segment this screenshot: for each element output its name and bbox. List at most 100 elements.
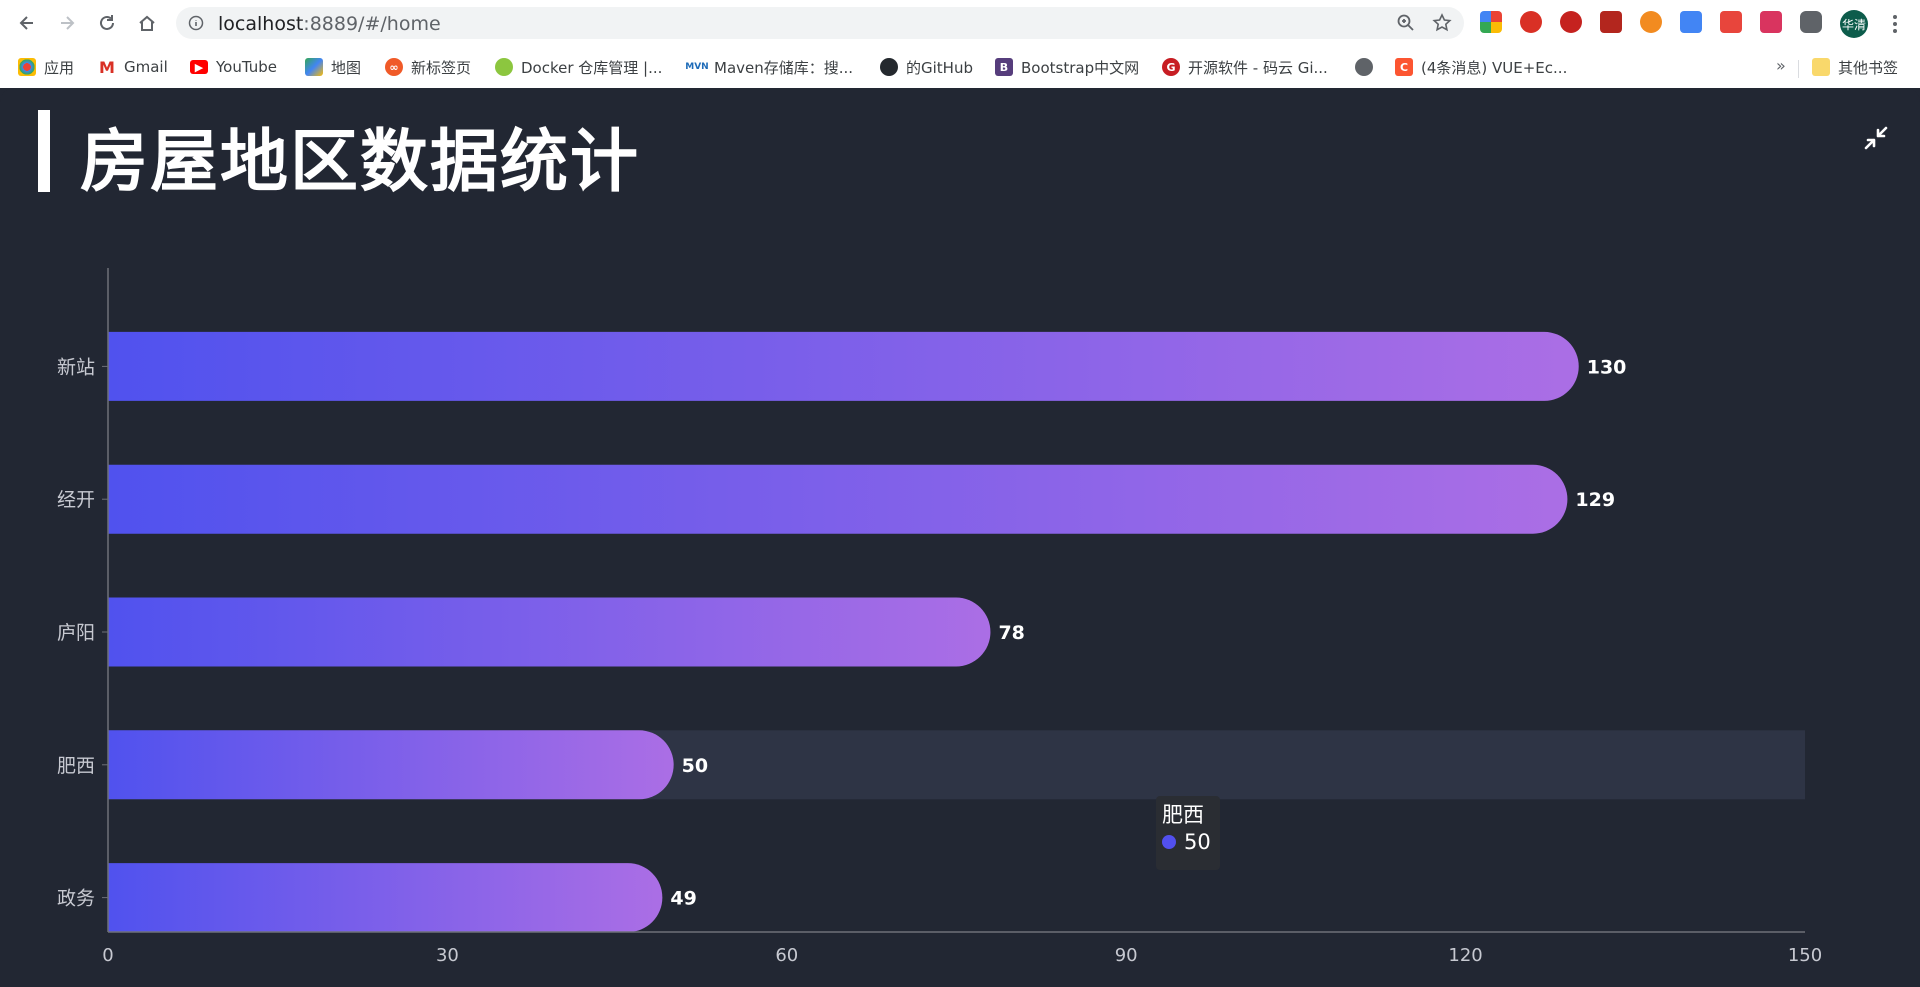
data-label: 130 [1587, 356, 1627, 378]
bar-经开[interactable] [108, 464, 1568, 534]
apps-grid-icon [18, 58, 36, 76]
browser-toolbar: localhost:8889/#/home 华清 [0, 0, 1920, 46]
more-bookmarks-button[interactable]: » [1776, 56, 1786, 75]
bookmark-bootstrap[interactable]: B Bootstrap中文网 [995, 56, 1139, 78]
maven-icon: MVN [685, 58, 709, 76]
arrow-right-icon [61, 16, 75, 30]
data-label: 50 [682, 755, 708, 777]
bookmark-maven[interactable]: MVN Maven存储库：搜... [685, 56, 854, 78]
category-label: 庐阳 [57, 622, 95, 644]
github-icon [880, 58, 898, 76]
bookmark-label: 新标签页 [411, 58, 472, 77]
bookmark-new-tab[interactable]: ∞ 新标签页 [385, 56, 471, 78]
x-tick-label: 60 [775, 945, 798, 966]
bookmark-github[interactable]: 的GitHub [880, 56, 973, 78]
tooltip-series-marker [1162, 835, 1176, 849]
bar-政务[interactable] [108, 863, 663, 933]
x-tick-label: 120 [1448, 945, 1482, 966]
page-title: 房屋地区数据统计 [80, 123, 641, 202]
bar-chart: 130 新站 129 经开 78 庐阳 50 肥西 49 政务 0 30 60 90 120 150 [57, 268, 1822, 966]
exit-fullscreen-icon[interactable] [1862, 124, 1890, 152]
profile-avatar[interactable]: 华清 [1840, 10, 1868, 38]
browser-chrome: localhost:8889/#/home 华清 应用 M Gmail ▶ YouT… [0, 0, 1920, 88]
bookmark-label: 开源软件 - 码云 Gi... [1188, 58, 1328, 77]
url-text[interactable]: localhost:8889/#/home [218, 13, 441, 35]
bookmark-label: Maven存储库：搜... [714, 58, 854, 77]
home-button[interactable] [132, 8, 162, 38]
bookmarks-divider [1798, 60, 1799, 78]
bookmark-label: (4条消息) VUE+Ec... [1421, 58, 1568, 77]
gmail-icon: M [98, 57, 116, 77]
bookmark-label: 应用 [44, 58, 75, 77]
bookmark-label: YouTube [216, 58, 277, 76]
bookmark-youtube[interactable]: ▶ YouTube [190, 56, 277, 78]
docker-icon [495, 58, 513, 76]
extension-infinity-icon[interactable] [1640, 11, 1662, 33]
bookmark-apps[interactable]: 应用 [18, 56, 74, 78]
category-label: 肥西 [57, 755, 95, 777]
bookmark-label: 其他书签 [1838, 58, 1899, 77]
reload-icon [100, 15, 114, 30]
bars-layer: 130 新站 129 经开 78 庐阳 50 肥西 49 政务 [57, 331, 1627, 933]
address-bar[interactable]: localhost:8889/#/home [176, 7, 1464, 39]
category-label: 政务 [57, 888, 95, 910]
x-tick-label: 150 [1788, 945, 1822, 966]
tooltip-value: 50 [1184, 830, 1211, 854]
bookmark-label: Bootstrap中文网 [1021, 58, 1140, 77]
chart-tooltip: 肥西 50 [1156, 796, 1220, 870]
title-accent-bar [38, 110, 50, 192]
x-ticks-layer: 0 30 60 90 120 150 [102, 945, 1822, 966]
arrow-left-icon [19, 16, 33, 30]
bookmark-label: 地图 [331, 58, 362, 77]
extension-capture-icon[interactable] [1760, 11, 1782, 33]
extensions-puzzle-icon[interactable] [1800, 11, 1822, 33]
tooltip-row: 50 [1162, 830, 1214, 854]
data-label: 49 [670, 888, 696, 910]
extension-tampermonkey-icon[interactable] [1720, 11, 1742, 33]
forward-button[interactable] [52, 8, 82, 38]
bookmark-label: Docker 仓库管理 |... [521, 58, 663, 77]
extension-colorful-icon[interactable] [1480, 11, 1502, 33]
category-label: 经开 [57, 489, 95, 511]
info-icon[interactable] [188, 15, 204, 31]
extension-adblock-icon[interactable] [1560, 11, 1582, 33]
x-tick-label: 0 [102, 945, 113, 966]
data-label: 129 [1575, 489, 1615, 511]
bookmark-other[interactable]: 其他书签 [1812, 56, 1898, 78]
tooltip-category: 肥西 [1162, 803, 1204, 827]
bookmark-label: 的GitHub [906, 58, 973, 77]
zoom-icon[interactable] [1396, 13, 1416, 33]
maps-icon [305, 58, 323, 76]
extension-forward-icon[interactable] [1600, 11, 1622, 33]
bar-肥西[interactable] [108, 730, 674, 800]
csdn-icon: C [1395, 58, 1413, 76]
folder-icon [1812, 58, 1830, 76]
bookmark-label: Gmail [124, 58, 168, 76]
extension-hand-icon[interactable] [1520, 11, 1542, 33]
youtube-icon: ▶ [190, 60, 208, 74]
x-tick-label: 30 [436, 945, 459, 966]
home-icon [139, 15, 155, 31]
bootstrap-icon: B [995, 58, 1013, 76]
back-button[interactable] [12, 8, 42, 38]
bookmark-star-icon[interactable] [1432, 13, 1452, 33]
bar-庐阳[interactable] [108, 597, 991, 667]
browser-menu-button[interactable] [1886, 10, 1904, 38]
category-label: 新站 [57, 356, 95, 378]
reload-button[interactable] [92, 8, 122, 38]
bookmark-docker[interactable]: Docker 仓库管理 |... [495, 56, 662, 78]
bookmark-csdn[interactable]: C (4条消息) VUE+Ec... [1395, 56, 1567, 78]
bar-新站[interactable] [108, 331, 1579, 401]
extension-translate-icon[interactable] [1680, 11, 1702, 33]
data-label: 78 [998, 622, 1024, 644]
url-host: localhost [218, 13, 304, 35]
bookmark-maps[interactable]: 地图 [305, 56, 361, 78]
url-path: :8889/#/home [303, 13, 441, 35]
bookmark-gitee[interactable]: G 开源软件 - 码云 Gi... [1162, 56, 1328, 78]
bookmark-gmail[interactable]: M Gmail [98, 56, 168, 78]
bookmark-globe[interactable] [1355, 56, 1381, 78]
globe-icon [1355, 58, 1373, 76]
gitee-icon: G [1162, 58, 1180, 76]
dashboard-page: 房屋地区数据统计 130 新站 129 经开 78 庐阳 50 肥西 49 政务 0 30 60 90 1… [0, 88, 1920, 987]
infinity-icon: ∞ [385, 58, 403, 76]
